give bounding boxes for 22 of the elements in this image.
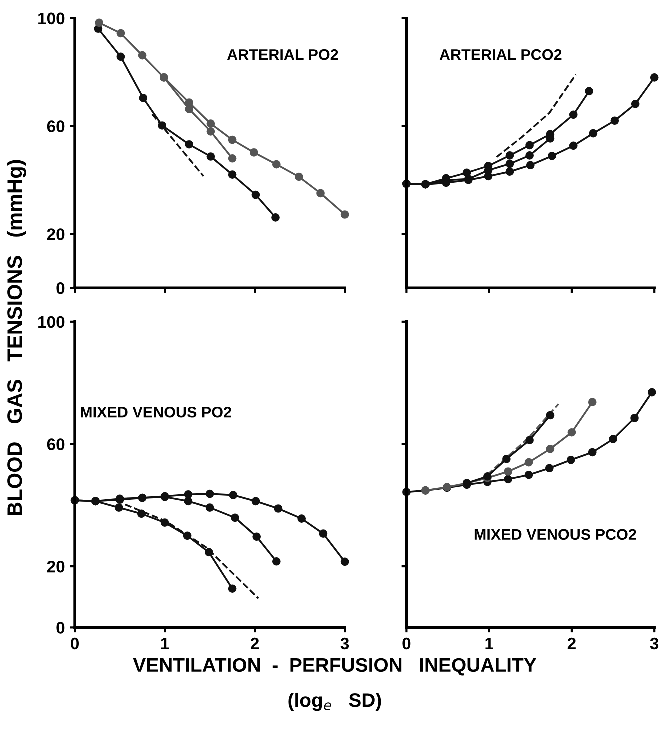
y-axis-title: BLOOD GAS TENSIONS (mmHg): [6, 160, 27, 516]
y-tick-label: 0: [56, 622, 65, 634]
x-tick-label: 3: [650, 638, 659, 650]
x-tick-label: 0: [402, 638, 411, 650]
x-tick-label: 1: [161, 638, 170, 650]
text: ARTERIAL PCO2: [440, 49, 562, 60]
x-tick-label: 2: [250, 638, 260, 650]
y-tick-label: 100: [38, 316, 65, 328]
y-tick-label: 60: [47, 438, 65, 450]
text: MIXED VENOUS PO2: [81, 406, 232, 418]
x-tick-label: 0: [71, 638, 79, 650]
y-tick-label: 60: [47, 120, 65, 132]
y-tick-label: 0: [56, 282, 65, 294]
text: VENTILATION - PERFUSION INEQUALITY (log$_{e}$ SD): [133, 658, 537, 712]
text: ARTERIAL PO2: [227, 49, 338, 60]
x-tick-label: 1: [486, 638, 494, 650]
y-tick-label: 20: [47, 228, 65, 240]
y-tick-label: 20: [47, 560, 65, 573]
y-tick-label: 100: [38, 12, 65, 25]
x-tick-label: 3: [340, 638, 350, 650]
x-tick-label: 2: [568, 638, 576, 650]
text: MIXED VENOUS PCO2: [474, 529, 636, 540]
